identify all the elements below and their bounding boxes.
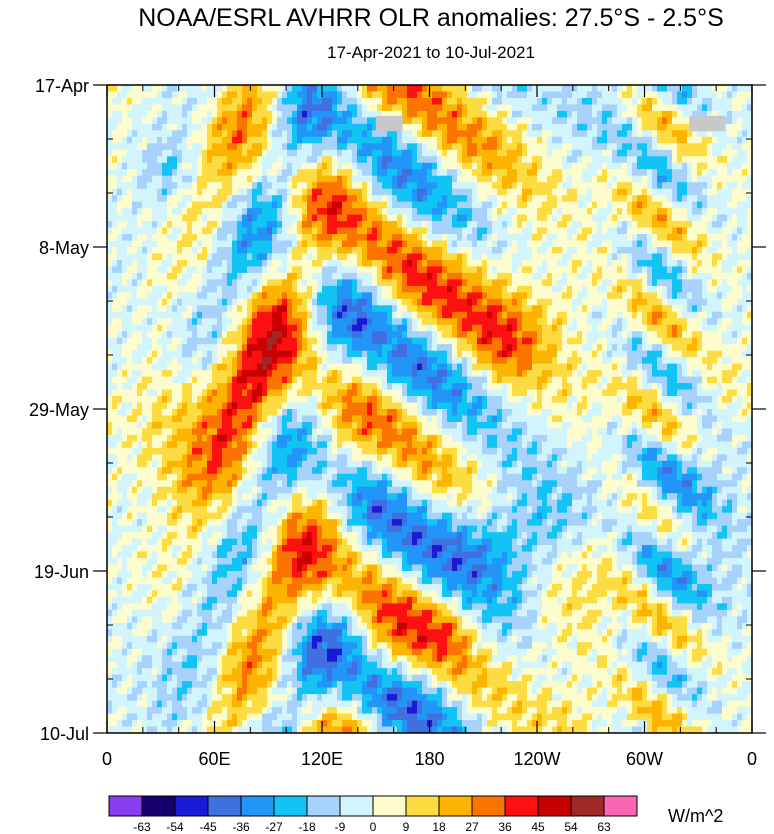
y-tick-label: 8-May	[39, 238, 89, 258]
missing-data-patch	[689, 115, 726, 132]
axes: 0 60E 120E 180 120W 60W 0 17-Apr 8-May 29-May 19-J…	[29, 76, 766, 769]
missing-data-patch	[375, 115, 403, 132]
x-tick-label: 0	[747, 749, 757, 769]
colorbar-swatch	[240, 795, 275, 817]
colorbar-label: -63	[133, 820, 151, 834]
colorbar-label: 18	[432, 820, 446, 834]
anomaly-field	[107, 85, 752, 733]
colorbar-swatch	[438, 795, 473, 817]
colorbar-swatch	[306, 795, 341, 817]
x-tick-label: 120W	[513, 749, 560, 769]
colorbar-swatch	[504, 795, 539, 817]
colorbar-label: 36	[498, 820, 512, 834]
colorbar-label: -9	[335, 820, 346, 834]
colorbar-swatch	[141, 795, 176, 817]
colorbar-swatch	[108, 795, 143, 817]
y-tick-label: 19-Jun	[34, 562, 89, 582]
x-tick-label: 120E	[301, 749, 343, 769]
colorbar-label: 27	[465, 820, 479, 834]
y-tick-label: 29-May	[29, 400, 89, 420]
y-tick-label: 17-Apr	[35, 76, 89, 96]
x-tick-label: 180	[414, 749, 444, 769]
colorbar-swatch	[405, 795, 440, 817]
colorbar-label: 0	[370, 820, 377, 834]
colorbar-label: -45	[199, 820, 217, 834]
y-tick-label: 10-Jul	[40, 724, 89, 744]
x-tick-label: 60E	[198, 749, 230, 769]
colorbar-label: -36	[232, 820, 250, 834]
colorbar-swatch	[339, 795, 374, 817]
missing-data	[375, 115, 726, 132]
colorbar-label: -18	[298, 820, 316, 834]
colorbar-label: 9	[403, 820, 410, 834]
colorbar-swatch	[537, 795, 572, 817]
colorbar-label: 63	[597, 820, 611, 834]
colorbar: -63 -54 -45 -36 -27 -18 -9 0 9 18 27 36 45 54 63	[108, 795, 638, 834]
colorbar-swatch	[207, 795, 242, 817]
colorbar-swatch	[603, 795, 638, 817]
colorbar-swatch	[570, 795, 605, 817]
x-tick-label: 0	[102, 749, 112, 769]
colorbar-units: W/m^2	[668, 806, 723, 826]
chart-subtitle: 17-Apr-2021 to 10-Jul-2021	[327, 43, 535, 62]
colorbar-swatch	[372, 795, 407, 817]
chart-title: NOAA/ESRL AVHRR OLR anomalies: 27.5°S - …	[138, 4, 724, 32]
colorbar-label: 54	[564, 820, 578, 834]
colorbar-swatch	[174, 795, 209, 817]
colorbar-swatch	[273, 795, 308, 817]
colorbar-label: -27	[265, 820, 283, 834]
colorbar-swatch	[471, 795, 506, 817]
x-tick-label: 60W	[626, 749, 663, 769]
colorbar-label: 45	[531, 820, 545, 834]
colorbar-label: -54	[166, 820, 184, 834]
